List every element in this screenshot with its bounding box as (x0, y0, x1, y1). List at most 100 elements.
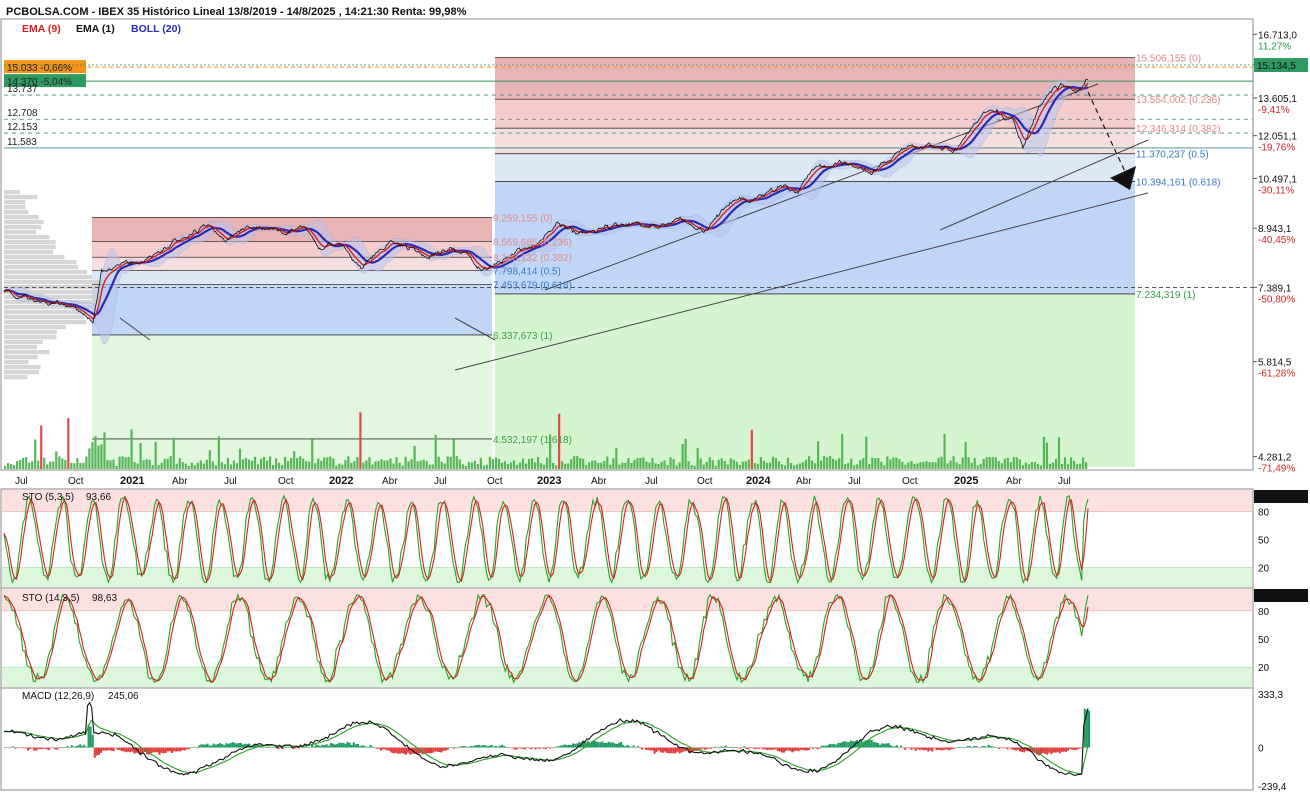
volume-bar (561, 461, 564, 469)
macd-histogram-bar (141, 747, 144, 754)
volume-bar (735, 461, 738, 469)
sto-value-badge (1254, 589, 1308, 602)
volume-bar (621, 462, 624, 469)
fib-left-label-5: 6.337,673 (1) (493, 331, 553, 342)
volume-bar (527, 459, 531, 469)
macd-histogram-bar (356, 743, 359, 748)
level-box-1 (4, 74, 86, 88)
volume-bar (642, 457, 645, 469)
volume-bar (555, 465, 558, 469)
macd-histogram-bar (112, 747, 115, 752)
macd-histogram-bar (670, 747, 673, 754)
volume-bar (506, 463, 510, 469)
volume-bar (479, 458, 482, 469)
price-axis-pct-7: -61,28% (1258, 369, 1295, 380)
volume-bar (73, 463, 76, 469)
macd-histogram-bar (707, 747, 710, 749)
macd-histogram-bar (292, 747, 295, 750)
volume-bar (166, 458, 169, 469)
macd-histogram-bar (348, 742, 351, 748)
macd-histogram-bar (45, 747, 48, 750)
macd-histogram-bar (521, 747, 524, 749)
macd-histogram-bar (877, 743, 880, 748)
macd-histogram-bar (962, 747, 965, 749)
macd-histogram-bar (985, 746, 988, 748)
macd-histogram-bar (914, 747, 917, 751)
macd-histogram-bar (22, 747, 25, 749)
volume-profile-bar (4, 350, 50, 355)
volume-bar (118, 456, 121, 469)
macd-histogram-bar (699, 747, 702, 750)
macd-histogram-bar (1039, 747, 1042, 754)
macd-histogram-bar (551, 747, 554, 749)
volume-bar (190, 462, 193, 469)
macd-histogram-bar (655, 747, 658, 752)
x-tick-2: 2021 (120, 475, 144, 487)
volume-bar (49, 461, 52, 469)
volume-bar (810, 460, 814, 469)
macd-histogram-bar (1067, 747, 1070, 751)
volume-bar (844, 463, 847, 469)
volume-bar (564, 463, 567, 469)
macd-histogram-bar (659, 747, 662, 753)
macd-histogram-bar (547, 746, 550, 748)
macd-histogram-bar (24, 747, 27, 749)
volume-bar (871, 457, 874, 469)
volume-bar (952, 456, 955, 469)
macd-histogram-bar (739, 747, 742, 749)
macd-histogram-bar (108, 747, 111, 751)
volume-bar (771, 456, 775, 469)
volume-bar (404, 456, 407, 469)
macd-histogram-bar (770, 747, 773, 750)
macd-histogram-bar (352, 742, 355, 748)
volume-bar (1036, 463, 1040, 469)
volume-bar (585, 465, 588, 469)
macd-histogram-bar (363, 745, 366, 748)
chart-title: PCBOLSA.COM - IBEX 35 Histórico Lineal 1… (6, 6, 467, 18)
volume-bar (199, 460, 202, 469)
volume-bar (654, 463, 657, 469)
macd-histogram-bar (966, 746, 969, 748)
volume-bar (976, 465, 979, 469)
volume-bar (461, 464, 464, 469)
macd-histogram-bar (20, 747, 23, 749)
macd-histogram-bar (749, 747, 752, 748)
macd-histogram-bar (457, 747, 460, 749)
volume-bar (913, 463, 916, 469)
macd-histogram-bar (114, 747, 117, 749)
volume-bar (841, 433, 844, 469)
macd-histogram-bar (559, 745, 562, 748)
macd-histogram-bar (327, 745, 330, 748)
fib-left-label-6: 4.532,197 (1.618) (493, 435, 572, 446)
volume-bar (100, 444, 103, 469)
macd-histogram-bar (361, 745, 364, 748)
volume-bar (663, 460, 666, 469)
macd-histogram-bar (528, 747, 531, 749)
volume-bar (305, 461, 308, 469)
volume-bar (792, 465, 796, 469)
macd-histogram-bar (837, 743, 840, 748)
price-axis-label-5: 8.943,1 (1258, 224, 1292, 235)
macd-histogram-bar (338, 742, 341, 748)
volume-bar (1081, 457, 1085, 469)
macd-histogram-bar (732, 746, 735, 748)
x-tick-17: Oct (902, 476, 918, 487)
volume-bar (1051, 462, 1055, 469)
axes: 16.713,011,27%15.159,113.605,1-9,41%12.0… (15, 30, 1308, 487)
volume-bar (919, 462, 922, 469)
macd-histogram-bar (189, 747, 192, 748)
macd-histogram-bar (471, 746, 474, 748)
volume-bar (103, 432, 106, 469)
volume-bar (169, 456, 172, 469)
macd-histogram-bar (549, 747, 552, 749)
macd-histogram-bar (929, 747, 932, 751)
macd-panel-frame (0, 687, 1254, 791)
legend-ema9: EMA (9) (22, 23, 61, 35)
sto-k-line (3, 494, 1089, 585)
volume-bar (1021, 465, 1024, 469)
macd-histogram-bar (567, 744, 570, 748)
macd-histogram-bar (829, 743, 832, 748)
volume-bar (323, 457, 326, 469)
macd-histogram-bar (1062, 747, 1065, 752)
volume-bar (515, 464, 519, 469)
